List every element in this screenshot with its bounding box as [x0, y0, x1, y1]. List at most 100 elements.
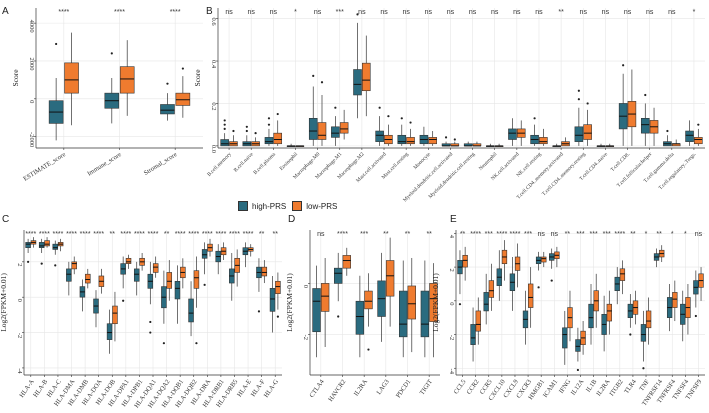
panel-letter-c: C — [2, 214, 9, 225]
box-b-high — [419, 126, 429, 146]
box-body — [619, 268, 626, 281]
signif-label-e: *** — [485, 231, 493, 238]
signif-label-b: ns — [314, 9, 322, 16]
y-axis-label-c: Log2(FPKM+0.01) — [0, 273, 8, 332]
signif-label-e: * — [645, 231, 648, 238]
signif-label-d: **** — [337, 231, 348, 238]
box-body — [342, 255, 351, 269]
signif-label-b: ns — [535, 9, 543, 16]
box-body — [508, 128, 517, 140]
signif-label-b: ns — [513, 9, 521, 16]
box-e-high — [575, 327, 581, 372]
x-tick-label-b: B.cell.naive — [233, 151, 256, 174]
box-d-high — [355, 275, 365, 358]
box-b-high — [640, 93, 650, 146]
box-c-high — [188, 281, 194, 337]
signif-label-e: ns — [551, 231, 559, 238]
box-body — [125, 257, 132, 264]
y-tick-label-b: 0.0 — [210, 145, 217, 153]
box-body — [606, 303, 612, 322]
signif-label-b: ns — [668, 9, 676, 16]
box-body — [317, 122, 327, 140]
y-tick-label-a: -2000 — [28, 132, 35, 147]
box-b-low — [339, 109, 349, 140]
box-b-low — [251, 132, 260, 147]
x-tick-label-d: LAG3 — [375, 378, 390, 396]
box-body — [160, 104, 175, 115]
panel-letter-e: E — [450, 214, 457, 225]
outlier-point — [203, 283, 206, 286]
box-body — [407, 285, 416, 320]
signif-label-e: ** — [656, 231, 662, 238]
signif-label-b: ns — [425, 9, 433, 16]
box-e-low — [659, 245, 665, 263]
y-axis-label-e: Log2(FPKM+0.01) — [431, 273, 440, 332]
box-d-low — [320, 257, 330, 348]
legend-swatch-low — [292, 201, 303, 211]
box-e-high — [693, 270, 699, 318]
box-b-low — [539, 128, 548, 146]
box-e-high — [640, 310, 647, 370]
panel-e: E** **** *** **** **** *** ns ns ** *** *** *** ****… — [431, 214, 705, 407]
box-e-high — [588, 283, 594, 345]
outlier-point — [276, 315, 279, 318]
signif-label-b: ns — [580, 9, 588, 16]
x-tick-label-d: HAVCR2 — [327, 378, 347, 403]
box-body — [399, 290, 408, 338]
signif-label-b: * — [693, 9, 696, 16]
box-body — [152, 263, 159, 273]
outlier-point — [537, 286, 540, 289]
signif-label-c: ** — [272, 231, 278, 238]
box-b-low — [295, 145, 305, 147]
box-c-low — [234, 249, 240, 287]
box-body — [575, 339, 581, 352]
box-body — [320, 283, 330, 312]
box-e-high — [653, 248, 660, 268]
outlier-point — [644, 93, 647, 97]
signif-label-c: **** — [215, 231, 226, 238]
box-c-low — [139, 252, 145, 271]
box-b-low — [273, 112, 283, 146]
box-b-low — [361, 35, 371, 117]
signif-label-c: **** — [134, 231, 145, 238]
box-b-low — [384, 115, 393, 146]
signif-label-c: **** — [66, 231, 77, 238]
box-d-low — [364, 273, 373, 351]
box-c-high — [66, 261, 72, 296]
box-b-low — [450, 138, 460, 147]
signif-label-d: ** — [405, 231, 411, 238]
legend-swatch-high — [238, 201, 248, 211]
box-b-high — [375, 106, 384, 146]
box-a-low — [64, 32, 79, 126]
outlier-point — [400, 117, 403, 120]
signif-label-b: ** — [558, 9, 564, 16]
box-a-high — [48, 42, 64, 141]
signif-label-d: ** — [426, 231, 432, 238]
box-d-high — [399, 260, 408, 358]
outlier-point — [694, 314, 697, 318]
signif-label-a: **** — [58, 9, 69, 16]
box-e-high — [601, 295, 607, 352]
signif-label-e: *** — [524, 231, 532, 238]
signif-label-b: ns — [358, 9, 366, 16]
box-body — [312, 288, 321, 333]
box-c-high — [229, 252, 235, 301]
signif-label-b: ns — [248, 9, 256, 16]
outlier-point — [276, 112, 279, 116]
box-b-high — [220, 119, 229, 147]
outlier-point — [232, 129, 235, 133]
box-c-low — [247, 244, 254, 257]
outlier-point — [245, 129, 248, 133]
box-body — [261, 266, 268, 277]
box-c-low — [57, 238, 64, 252]
box-body — [364, 290, 373, 310]
y-tick-label-e: 2 — [448, 268, 455, 271]
outlier-point — [576, 368, 580, 372]
signif-label-c: **** — [93, 231, 104, 238]
box-c-high — [93, 290, 99, 328]
box-c-high — [106, 309, 113, 354]
x-tick-label-d: IL2RA — [353, 378, 369, 397]
box-c-high — [120, 256, 126, 302]
